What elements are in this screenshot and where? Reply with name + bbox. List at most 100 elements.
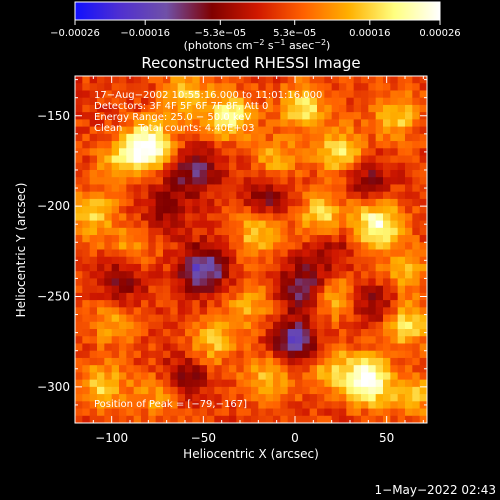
heatmap-cell xyxy=(229,365,237,373)
heatmap-cell xyxy=(397,177,406,186)
heatmap-cell xyxy=(309,126,318,135)
heatmap-cell xyxy=(163,271,171,280)
heatmap-cell xyxy=(155,357,164,366)
heatmap-cell xyxy=(295,220,303,229)
heatmap-cell xyxy=(221,83,230,92)
heatmap-cell xyxy=(236,191,245,200)
heatmap-cell xyxy=(185,162,193,171)
heatmap-cell xyxy=(405,155,413,164)
heatmap-cell xyxy=(273,119,281,128)
heatmap-cell xyxy=(331,112,340,120)
heatmap-cell xyxy=(302,148,311,157)
heatmap-cell xyxy=(375,278,384,287)
heatmap-cell xyxy=(405,271,413,280)
heatmap-cell xyxy=(324,235,333,243)
heatmap-cell xyxy=(309,112,318,120)
heatmap-cell xyxy=(368,343,377,352)
heatmap-cell xyxy=(192,263,201,272)
heatmap-cell xyxy=(229,104,237,113)
heatmap-cell xyxy=(375,242,384,251)
heatmap-cell xyxy=(309,148,318,157)
heatmap-cell xyxy=(229,329,237,337)
heatmap-cell xyxy=(324,372,333,381)
heatmap-cell xyxy=(353,394,362,402)
heatmap-cell xyxy=(214,292,223,301)
heatmap-cell xyxy=(177,242,186,251)
heatmap-cell xyxy=(104,220,113,229)
heatmap-cell xyxy=(383,300,391,308)
heatmap-cell xyxy=(141,300,149,308)
heatmap-cell xyxy=(375,408,384,417)
heatmap-cell xyxy=(192,97,201,106)
heatmap-cell xyxy=(89,133,98,142)
heatmap-cell xyxy=(353,198,362,207)
heatmap-cell xyxy=(199,263,208,272)
heatmap-cell xyxy=(141,90,149,99)
heatmap-cell xyxy=(133,386,142,395)
heatmap-cell xyxy=(104,415,113,423)
heatmap-cell xyxy=(75,141,83,149)
heatmap-cell xyxy=(243,365,252,373)
heatmap-cell xyxy=(273,415,281,423)
heatmap-cell xyxy=(126,300,135,308)
heatmap-cell xyxy=(251,235,259,243)
heatmap-cell xyxy=(280,372,289,381)
heatmap-cell xyxy=(273,379,281,388)
heatmap-cell xyxy=(368,227,377,236)
heatmap-cell xyxy=(331,372,340,381)
heatmap-cell xyxy=(419,155,427,164)
heatmap-cell xyxy=(317,350,325,359)
heatmap-cell xyxy=(302,97,311,106)
heatmap-cell xyxy=(221,350,230,359)
heatmap-cell xyxy=(236,169,245,178)
heatmap-cell xyxy=(199,350,208,359)
heatmap-cell xyxy=(390,314,399,323)
heatmap-cell xyxy=(243,314,252,323)
heatmap-cell xyxy=(214,155,223,164)
heatmap-cell xyxy=(390,133,399,142)
heatmap-cell xyxy=(397,329,406,337)
heatmap-cell xyxy=(97,256,105,265)
heatmap-cell xyxy=(236,372,245,381)
heatmap-cell xyxy=(397,242,406,251)
heatmap-cell xyxy=(141,141,149,149)
heatmap-cell xyxy=(353,357,362,366)
heatmap-cell xyxy=(383,408,391,417)
heatmap-cell xyxy=(258,104,267,113)
heatmap-cell xyxy=(141,271,149,280)
heatmap-cell xyxy=(229,141,237,149)
heatmap-cell xyxy=(185,278,193,287)
heatmap-cell xyxy=(324,329,333,337)
heatmap-cell xyxy=(375,235,384,243)
heatmap-cell xyxy=(221,119,230,128)
heatmap-cell xyxy=(419,198,427,207)
heatmap-cell xyxy=(170,148,179,157)
heatmap-cell xyxy=(82,104,91,113)
heatmap-cell xyxy=(280,300,289,308)
heatmap-cell xyxy=(104,119,113,128)
heatmap-cell xyxy=(185,365,193,373)
heatmap-cell xyxy=(324,285,333,294)
heatmap-cell xyxy=(89,162,98,171)
heatmap-cell xyxy=(339,227,347,236)
heatmap-cell xyxy=(265,408,274,417)
heatmap-cell xyxy=(317,329,325,337)
heatmap-cell xyxy=(251,365,259,373)
heatmap-cell xyxy=(251,292,259,301)
heatmap-cell xyxy=(280,394,289,402)
heatmap-cell xyxy=(375,177,384,186)
heatmap-cell xyxy=(324,401,333,410)
heatmap-cell xyxy=(390,307,399,316)
heatmap-cell xyxy=(207,336,215,345)
heatmap-cell xyxy=(346,278,355,287)
heatmap-cell xyxy=(141,321,149,330)
heatmap-cell xyxy=(383,357,391,366)
heatmap-cell xyxy=(302,401,311,410)
heatmap-cell xyxy=(75,285,83,294)
heatmap-cell xyxy=(97,350,105,359)
heatmap-cell xyxy=(258,336,267,345)
heatmap-cell xyxy=(346,112,355,120)
heatmap-cell xyxy=(419,379,427,388)
heatmap-cell xyxy=(324,76,333,84)
heatmap-cell xyxy=(89,271,98,280)
